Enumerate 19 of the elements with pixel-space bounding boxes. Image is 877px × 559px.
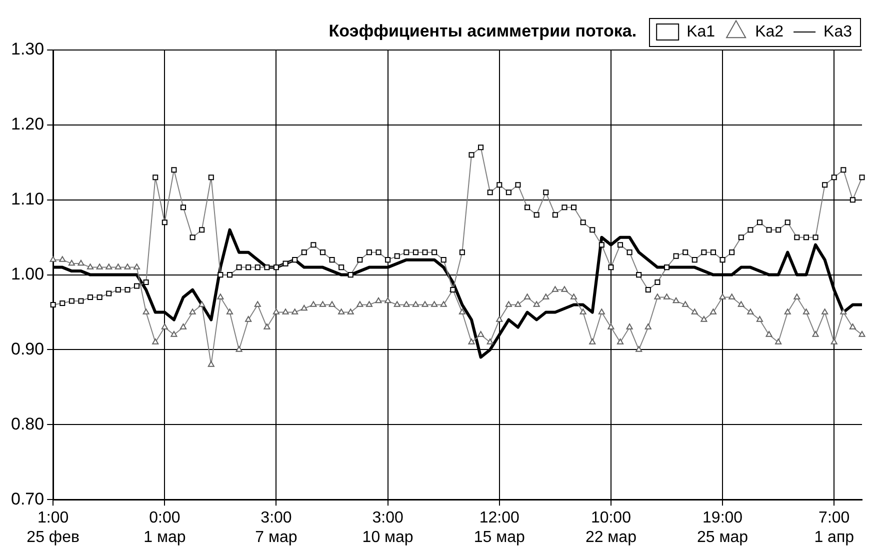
y-tick-label: 1.30 xyxy=(10,40,44,59)
legend-label: Ka1 xyxy=(686,23,716,40)
legend-label: Ka2 xyxy=(755,23,784,40)
x-tick-label: 12:00 15 мар xyxy=(474,510,525,546)
chart-title: Коэффициенты асимметрии потока. xyxy=(328,22,637,41)
y-tick-label: 1.20 xyxy=(10,114,44,134)
x-tick-label: 3:00 7 мар xyxy=(255,510,298,546)
y-tick-label: 1.10 xyxy=(10,190,44,209)
y-tick-label: 0.70 xyxy=(10,489,44,508)
x-tick-label: 10:00 22 мар xyxy=(585,510,637,546)
x-tick-label: 1:00 25 фев xyxy=(26,510,80,546)
x-tick-label: 3:00 10 мар xyxy=(362,510,414,546)
y-tick-label: 0.90 xyxy=(10,339,44,358)
legend-label: Ka3 xyxy=(824,23,852,40)
x-tick-label: 0:00 1 мар xyxy=(144,510,186,546)
y-tick-label: 1.00 xyxy=(10,264,44,284)
y-tick-label: 0.80 xyxy=(10,414,44,434)
x-tick-label: 7:00 1 апр xyxy=(814,510,854,546)
x-tick-label: 19:00 25 мар xyxy=(697,510,748,546)
